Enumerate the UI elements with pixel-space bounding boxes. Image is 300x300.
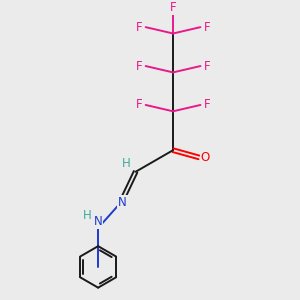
Text: N: N bbox=[94, 215, 103, 228]
Text: F: F bbox=[170, 1, 176, 14]
Text: F: F bbox=[136, 21, 142, 34]
Text: F: F bbox=[203, 21, 210, 34]
Text: F: F bbox=[136, 59, 142, 73]
Text: F: F bbox=[136, 98, 142, 112]
Text: F: F bbox=[203, 98, 210, 112]
Text: H: H bbox=[83, 209, 92, 222]
Text: O: O bbox=[201, 151, 210, 164]
Text: H: H bbox=[122, 157, 131, 170]
Text: N: N bbox=[118, 196, 127, 208]
Text: F: F bbox=[203, 59, 210, 73]
